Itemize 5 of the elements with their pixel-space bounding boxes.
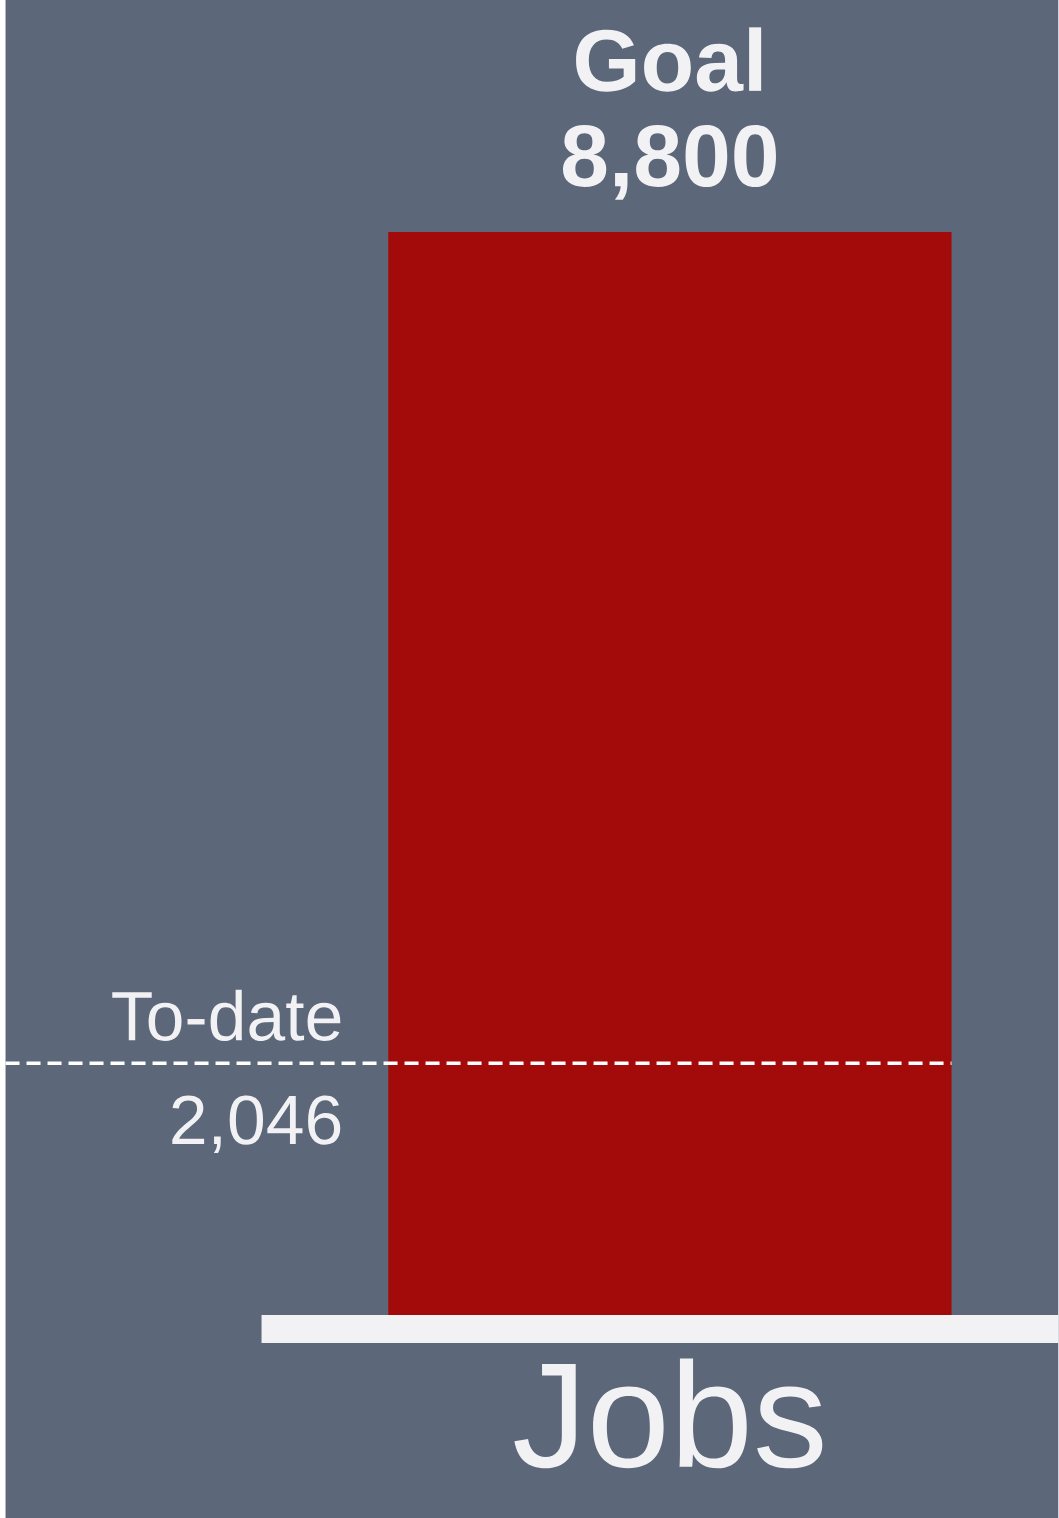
- x-tick-label: Jobs: [514, 1358, 823, 1469]
- text: Goal: [576, 27, 762, 92]
- ref-line-label: To-date: [112, 989, 341, 1041]
- annotation: 2,046: [172, 1095, 341, 1153]
- data-label: 8,800: [563, 124, 777, 200]
